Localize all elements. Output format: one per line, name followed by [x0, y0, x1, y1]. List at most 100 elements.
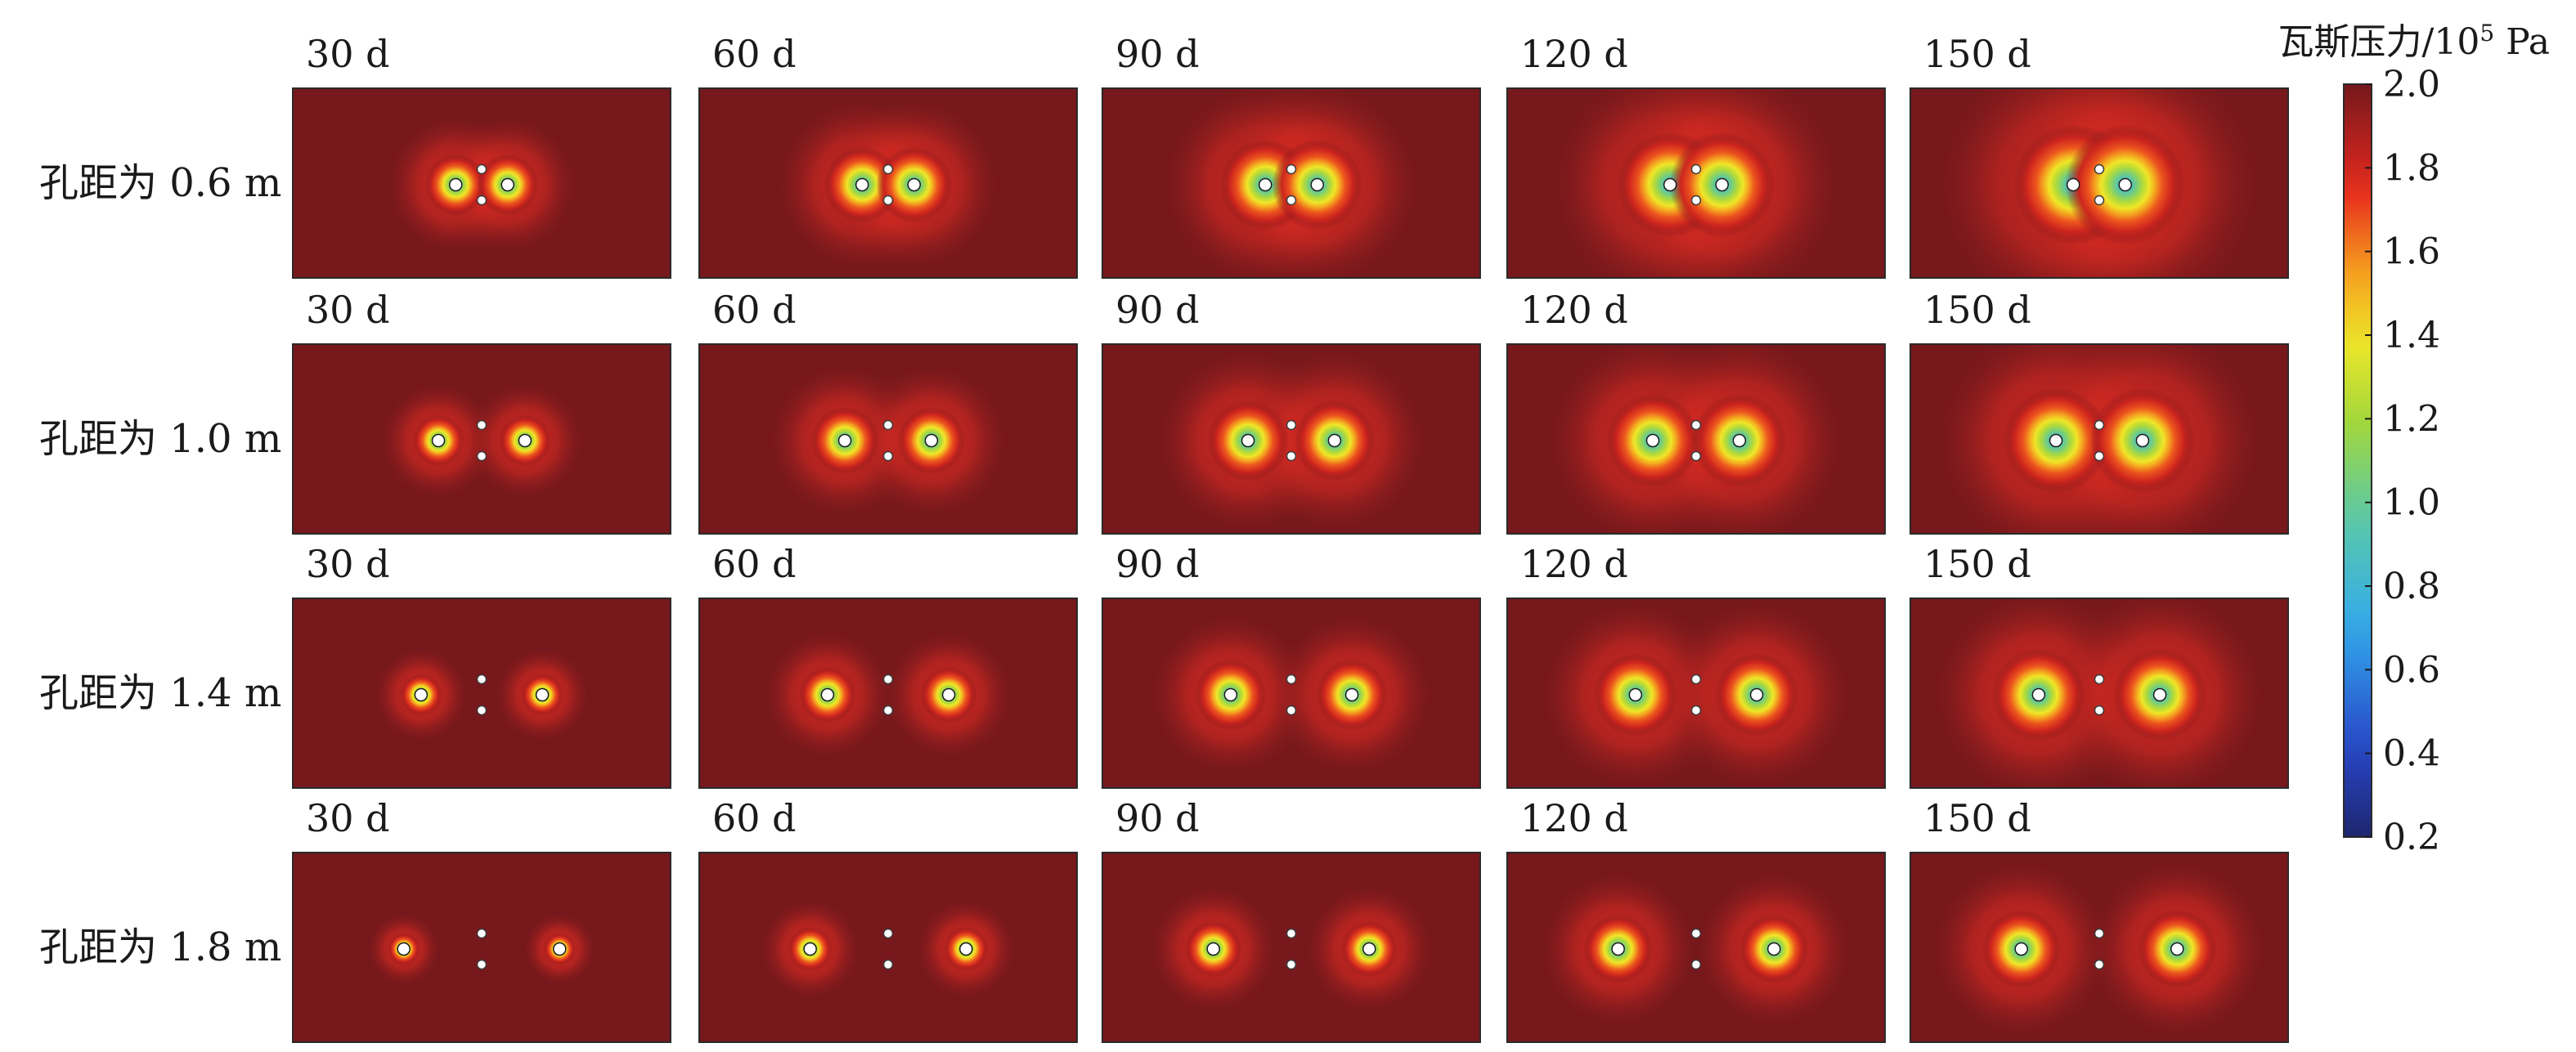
- monitoring-point: [476, 419, 487, 431]
- borehole-marker: [1611, 942, 1625, 956]
- monitoring-point: [1690, 928, 1702, 939]
- time-label: 120 d: [1520, 288, 1628, 332]
- borehole-marker: [1715, 177, 1730, 192]
- monitoring-point: [476, 163, 487, 175]
- panel-frame: [698, 343, 1078, 535]
- contour-panels: 30 d 60 d 90 d 120 d 150 d 30 d 60 d 90 d 120 d 1…: [292, 32, 2289, 1043]
- colorbar-tick-label: 1.0: [2383, 482, 2440, 524]
- panel-frame: [1102, 852, 1481, 1043]
- panel-frame: [1506, 852, 1886, 1043]
- contour-panel: 30 d: [292, 796, 671, 1043]
- time-label: 90 d: [1115, 542, 1200, 586]
- contour-panel: 120 d: [1506, 288, 1886, 535]
- panel-background: [293, 853, 671, 1042]
- borehole-marker: [2049, 433, 2063, 448]
- time-label: 60 d: [712, 796, 797, 840]
- panel-frame: [1506, 343, 1886, 535]
- colorbar-title: 瓦斯压力/105 Pa: [2278, 20, 2551, 63]
- monitoring-point: [1690, 959, 1702, 970]
- row-label: 孔距为 1.8 m: [39, 924, 281, 970]
- colorbar-tick-label: 1.6: [2383, 231, 2440, 273]
- monitoring-point: [882, 419, 894, 431]
- panel-frame: [1506, 598, 1886, 789]
- colorbar-tick-label: 1.8: [2383, 147, 2440, 189]
- monitoring-point: [1690, 450, 1702, 462]
- borehole-marker: [1344, 687, 1359, 702]
- borehole-marker: [1732, 433, 1747, 448]
- borehole-marker: [1663, 177, 1677, 192]
- borehole-marker: [941, 687, 956, 702]
- borehole-marker: [1241, 433, 1255, 448]
- monitoring-point: [1690, 674, 1702, 685]
- borehole-marker: [803, 942, 817, 956]
- contour-panel: 60 d: [698, 796, 1078, 1043]
- monitoring-point: [1690, 419, 1702, 431]
- borehole-marker: [2152, 687, 2167, 702]
- panel-frame: [1506, 87, 1886, 279]
- panel-frame: [292, 598, 671, 789]
- time-label: 90 d: [1115, 796, 1200, 840]
- monitoring-point: [476, 450, 487, 462]
- monitoring-point: [476, 674, 487, 685]
- monitoring-point: [1286, 928, 1297, 939]
- borehole-marker: [518, 433, 532, 448]
- borehole-marker: [1206, 942, 1220, 956]
- panel-frame: [292, 343, 671, 535]
- borehole-marker: [820, 687, 835, 702]
- contour-panel: 120 d: [1506, 542, 1886, 789]
- monitoring-point: [1286, 450, 1297, 462]
- borehole-marker: [1362, 942, 1376, 956]
- monitoring-point: [1286, 195, 1297, 206]
- contour-panel: 120 d: [1506, 32, 1886, 279]
- monitoring-point: [1286, 674, 1297, 685]
- time-label: 60 d: [712, 288, 797, 332]
- colorbar-tick-label: 0.2: [2383, 817, 2440, 858]
- borehole-marker: [907, 177, 922, 192]
- row-label: 孔距为 1.4 m: [39, 670, 281, 716]
- panel-frame: [292, 87, 671, 279]
- borehole-marker: [2170, 942, 2184, 956]
- panel-frame: [1910, 598, 2289, 789]
- monitoring-point: [2094, 705, 2105, 716]
- row-label: 孔距为 1.0 m: [39, 416, 281, 462]
- contour-panel: 60 d: [698, 32, 1078, 279]
- borehole-marker: [414, 687, 429, 702]
- colorbar-tick-label: 0.4: [2383, 733, 2440, 775]
- panel-frame: [1910, 852, 2289, 1043]
- monitoring-point: [2094, 674, 2105, 685]
- borehole-marker: [553, 942, 567, 956]
- panel-frame: [1102, 598, 1481, 789]
- time-label: 120 d: [1520, 542, 1628, 586]
- contour-panel: 60 d: [698, 288, 1078, 535]
- contour-panel: 60 d: [698, 542, 1078, 789]
- time-label: 150 d: [1923, 32, 2031, 76]
- monitoring-point: [882, 674, 894, 685]
- monitoring-point: [2094, 928, 2105, 939]
- time-label: 60 d: [712, 32, 797, 76]
- time-label: 30 d: [306, 32, 390, 76]
- monitoring-point: [882, 450, 894, 462]
- monitoring-point: [882, 705, 894, 716]
- borehole-marker: [924, 433, 939, 448]
- borehole-marker: [448, 177, 463, 192]
- contour-panel: 30 d: [292, 288, 671, 535]
- borehole-marker: [837, 433, 852, 448]
- panel-frame: [1910, 343, 2289, 535]
- borehole-marker: [1310, 177, 1325, 192]
- borehole-marker: [1223, 687, 1238, 702]
- contour-panel: 150 d: [1910, 542, 2289, 789]
- colorbar-tick-label: 2.0: [2383, 64, 2440, 105]
- monitoring-point: [476, 959, 487, 970]
- panel-frame: [1102, 343, 1481, 535]
- borehole-marker: [2118, 177, 2133, 192]
- contour-panel: 120 d: [1506, 796, 1886, 1043]
- monitoring-point: [1690, 705, 1702, 716]
- panel-frame: [1102, 87, 1481, 279]
- contour-panel: 150 d: [1910, 796, 2289, 1043]
- monitoring-point: [882, 163, 894, 175]
- row-label: 孔距为 0.6 m: [39, 160, 281, 206]
- panel-background: [699, 853, 1077, 1042]
- monitoring-point: [882, 195, 894, 206]
- monitoring-point: [476, 195, 487, 206]
